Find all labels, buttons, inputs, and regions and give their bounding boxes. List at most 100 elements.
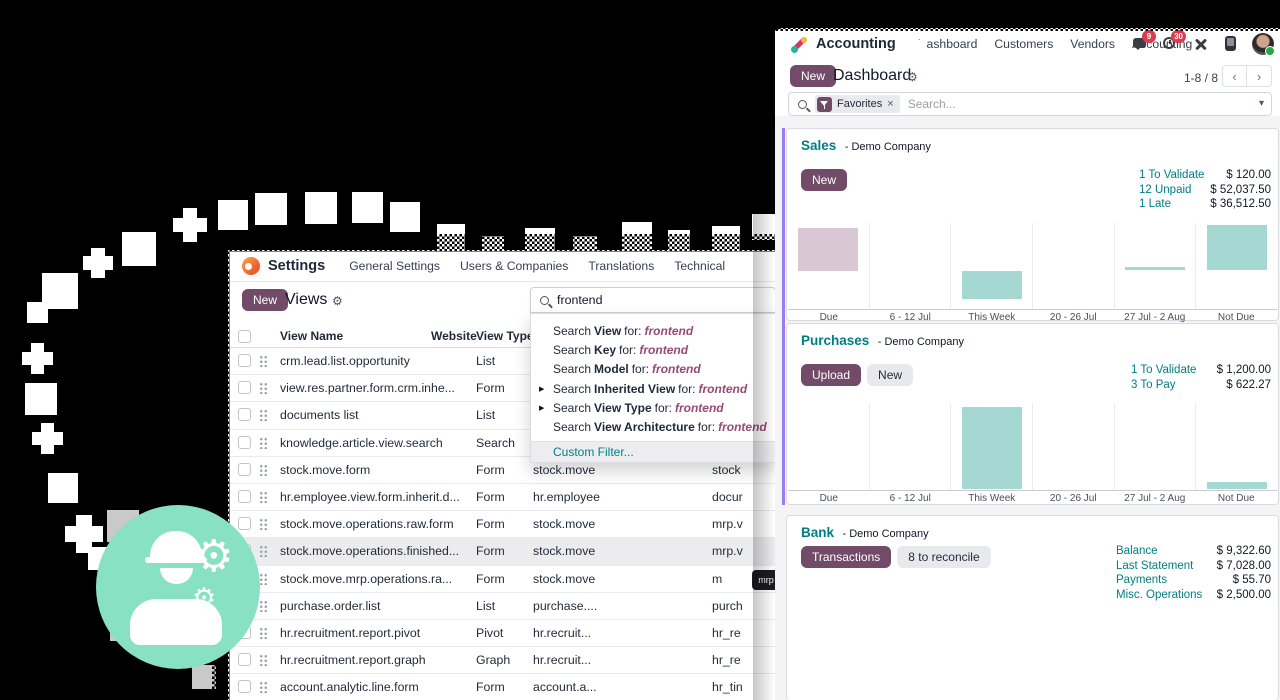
action-gear-icon[interactable]: ⚙ bbox=[332, 294, 343, 308]
device-icon[interactable] bbox=[1222, 35, 1240, 53]
row-checkbox[interactable] bbox=[238, 462, 251, 476]
row-checkbox[interactable] bbox=[238, 408, 251, 422]
drag-handle-icon[interactable] bbox=[259, 436, 268, 449]
drag-handle-icon[interactable] bbox=[259, 627, 268, 640]
column-view-name[interactable]: View Name bbox=[280, 329, 344, 343]
stat-link-last-statement[interactable]: Last Statement bbox=[1116, 559, 1194, 572]
table-row[interactable]: account.analytic.line.form Form account.a.… bbox=[228, 674, 788, 700]
menu-users-companies[interactable]: Users & Companies bbox=[460, 258, 569, 273]
stat-link-1-to-validate[interactable]: 1 To Validate bbox=[1139, 169, 1205, 181]
stat-link-payments[interactable]: Payments bbox=[1116, 574, 1168, 586]
dropdown-item-view-architecture[interactable]: Search View Architecture for: frontend bbox=[531, 417, 775, 436]
menu-customers[interactable]: Customers bbox=[994, 37, 1054, 51]
view-search-input[interactable]: frontend bbox=[530, 287, 776, 313]
purchases-upload-button[interactable]: Upload bbox=[801, 364, 862, 386]
card-title-link[interactable]: Purchases bbox=[801, 333, 870, 348]
drag-handle-icon[interactable] bbox=[259, 681, 268, 694]
menu-general-settings[interactable]: General Settings bbox=[349, 258, 440, 273]
key: hr_re bbox=[712, 626, 741, 640]
settings-app-name[interactable]: Settings bbox=[268, 257, 326, 274]
purchases-new-button[interactable]: New bbox=[867, 364, 914, 386]
row-checkbox[interactable] bbox=[238, 490, 251, 504]
select-all-checkbox[interactable] bbox=[238, 329, 251, 343]
tools-icon[interactable] bbox=[1192, 35, 1210, 53]
activities-icon[interactable]: 30 bbox=[1162, 30, 1186, 53]
dropdown-item-view[interactable]: Search View for: frontend bbox=[531, 321, 775, 340]
drag-handle-icon[interactable] bbox=[259, 599, 268, 612]
bank-transactions-button[interactable]: Transactions bbox=[801, 546, 892, 568]
column-website[interactable]: Website bbox=[431, 329, 477, 343]
stat-value: $ 36,512.50 bbox=[1210, 198, 1271, 210]
drag-handle-icon[interactable] bbox=[259, 382, 268, 395]
pager-next-button[interactable]: › bbox=[1247, 65, 1272, 87]
dashboard-search-bar[interactable]: Favorites × Search... ▾ bbox=[788, 92, 1272, 116]
chart-x-label: 6 - 12 Jul bbox=[889, 312, 931, 323]
pixel-square bbox=[25, 383, 57, 415]
dd-field: Inherited View bbox=[594, 381, 676, 396]
stat-link-12-unpaid[interactable]: 12 Unpaid bbox=[1139, 183, 1192, 196]
pager-previous-button[interactable]: ‹ bbox=[1222, 65, 1247, 87]
pixel-square bbox=[218, 200, 248, 230]
facet-close-icon[interactable]: × bbox=[887, 98, 894, 110]
sales-new-button[interactable]: New bbox=[801, 169, 848, 191]
table-row[interactable]: hr.recruitment.report.graph Graph hr.recru… bbox=[228, 647, 788, 675]
drag-handle-icon[interactable] bbox=[259, 491, 268, 504]
stat-link-1-to-validate[interactable]: 1 To Validate bbox=[1131, 364, 1197, 376]
favorites-facet[interactable]: Favorites × bbox=[815, 95, 900, 113]
accounting-app-name[interactable]: Accounting bbox=[816, 36, 896, 52]
dropdown-item-view-type[interactable]: ▶ Search View Type for: frontend bbox=[531, 398, 775, 417]
menu-item[interactable]: + bbox=[917, 35, 927, 53]
accounting-app-icon[interactable] bbox=[790, 35, 808, 53]
drag-handle-icon[interactable] bbox=[259, 355, 268, 368]
drag-handle-icon[interactable] bbox=[259, 409, 268, 422]
row-checkbox[interactable] bbox=[238, 435, 251, 449]
stat-link-1-late[interactable]: 1 Late bbox=[1139, 198, 1171, 210]
new-view-button[interactable]: New bbox=[242, 289, 289, 311]
row-checkbox[interactable] bbox=[238, 517, 251, 531]
key: mrp.v bbox=[712, 517, 743, 532]
drag-handle-icon[interactable] bbox=[259, 654, 268, 667]
search-options-caret-icon[interactable]: ▾ bbox=[1258, 98, 1264, 109]
row-checkbox[interactable] bbox=[238, 354, 251, 368]
chart-bar bbox=[1206, 224, 1267, 271]
menu-vendors[interactable]: Vendors bbox=[1070, 37, 1116, 51]
key: m bbox=[712, 571, 723, 586]
menu-translations[interactable]: Translations bbox=[588, 258, 655, 273]
dashboard-gear-icon[interactable]: ⚙ bbox=[907, 70, 918, 84]
dropdown-item-model[interactable]: Search Model for: frontend bbox=[531, 360, 775, 379]
stat-link-balance[interactable]: Balance bbox=[1116, 545, 1158, 557]
drag-handle-icon[interactable] bbox=[259, 545, 268, 558]
drag-handle-icon[interactable] bbox=[259, 463, 268, 476]
dd-term: frontend bbox=[639, 342, 689, 357]
model: stock.move bbox=[533, 544, 596, 559]
column-view-type[interactable]: View Type bbox=[476, 329, 534, 343]
new-dashboard-button[interactable]: New bbox=[790, 65, 837, 87]
drag-handle-icon[interactable] bbox=[259, 518, 268, 531]
menu-dashboard[interactable]: Dashboard bbox=[917, 37, 978, 51]
view-type: Form bbox=[476, 462, 505, 477]
dropdown-item-inherited-view[interactable]: ▶ Search Inherited View for: frontend bbox=[531, 379, 775, 398]
menu-technical[interactable]: Technical bbox=[674, 258, 726, 273]
row-checkbox[interactable] bbox=[238, 381, 251, 395]
table-row[interactable]: stock.move.mrp.operations.ra... Form stock… bbox=[228, 565, 788, 593]
table-row[interactable]: stock.move.operations.raw.form Form stock.… bbox=[228, 511, 788, 539]
row-checkbox[interactable] bbox=[238, 653, 251, 667]
table-row[interactable]: hr.employee.view.form.inherit.d... Form hr… bbox=[228, 484, 788, 512]
table-row[interactable]: hr.recruitment.report.pivot Pivot hr.recru… bbox=[228, 620, 788, 648]
custom-filter-item[interactable]: Custom Filter... bbox=[531, 440, 775, 462]
bank-8-to-reconcile-button[interactable]: 8 to reconcile bbox=[897, 546, 991, 568]
table-row[interactable]: stock.move.operations.finished... Form sto… bbox=[228, 538, 788, 566]
drag-handle-icon[interactable] bbox=[259, 572, 268, 585]
table-row[interactable]: purchase.order.list List purchase.... purch bbox=[228, 592, 788, 620]
card-title-link[interactable]: Bank bbox=[801, 525, 835, 540]
row-checkbox[interactable] bbox=[238, 680, 251, 694]
mobile-icon bbox=[1225, 36, 1236, 51]
settings-app-icon[interactable] bbox=[242, 256, 260, 275]
dd-prefix: Search bbox=[553, 323, 592, 338]
stat-link-3-to-pay[interactable]: 3 To Pay bbox=[1131, 378, 1176, 391]
stat-link-misc-operations[interactable]: Misc. Operations bbox=[1116, 588, 1203, 601]
card-title-link[interactable]: Sales bbox=[801, 138, 837, 153]
messages-icon[interactable]: 9 bbox=[1132, 30, 1156, 53]
user-avatar[interactable] bbox=[1252, 33, 1275, 56]
dropdown-item-key[interactable]: Search Key for: frontend bbox=[531, 340, 775, 359]
